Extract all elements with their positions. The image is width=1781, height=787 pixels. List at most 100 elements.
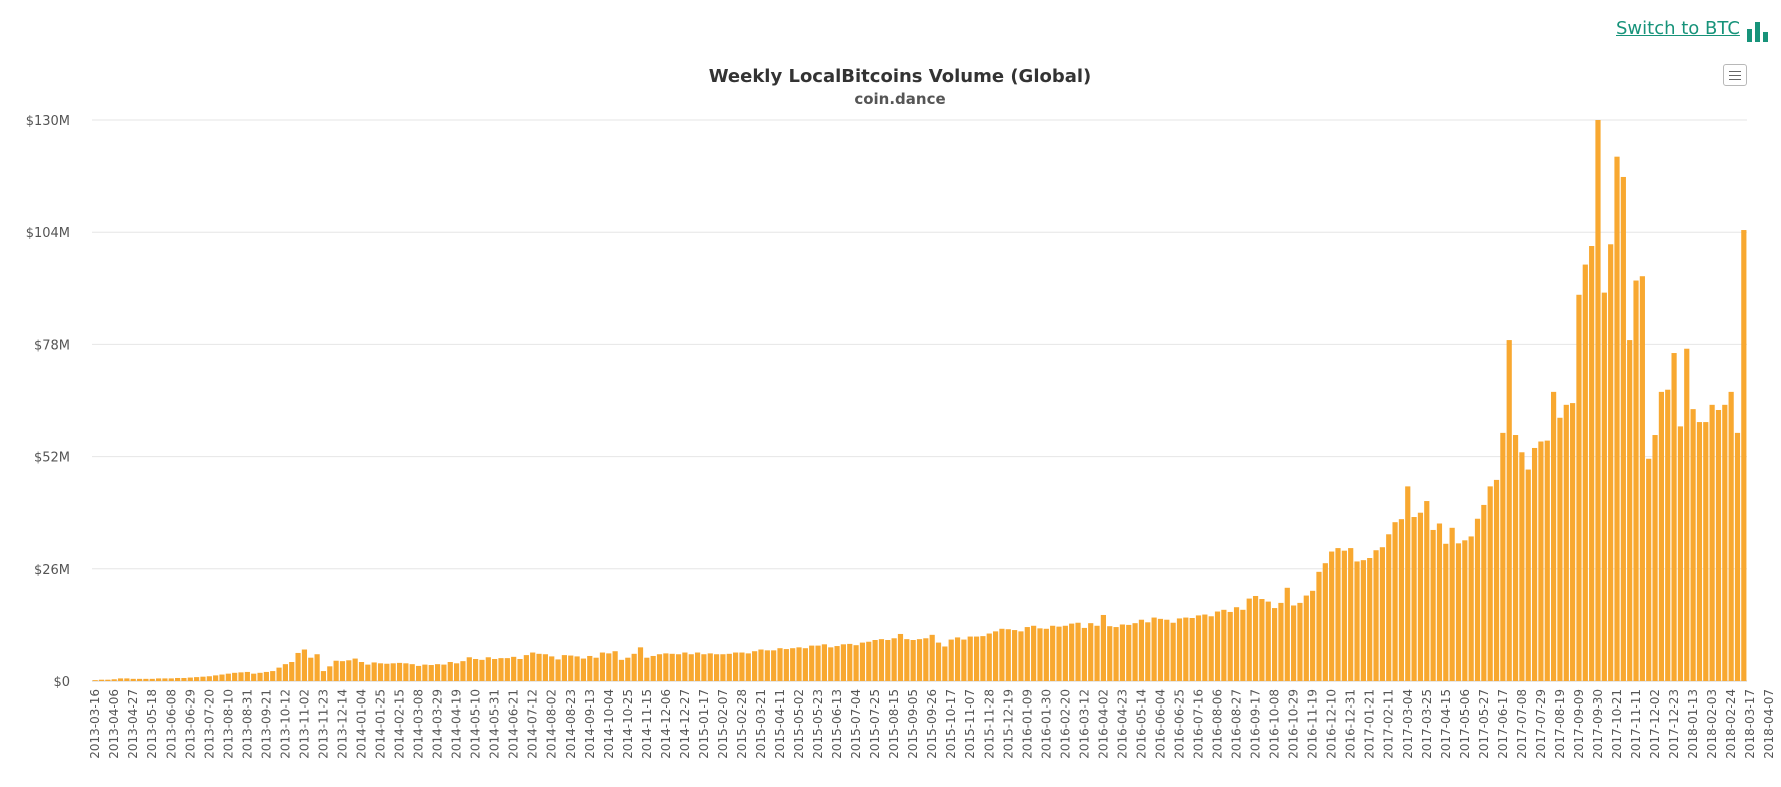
- bar[interactable]: [1538, 441, 1544, 682]
- bar[interactable]: [561, 655, 567, 681]
- bar[interactable]: [885, 640, 891, 681]
- bar[interactable]: [1208, 616, 1214, 681]
- bar[interactable]: [225, 673, 231, 681]
- bar[interactable]: [1284, 587, 1290, 681]
- bar[interactable]: [194, 677, 200, 681]
- bar[interactable]: [973, 636, 980, 681]
- bar[interactable]: [1677, 426, 1684, 681]
- bar[interactable]: [1430, 529, 1436, 681]
- bar[interactable]: [1138, 619, 1145, 681]
- bar[interactable]: [1367, 558, 1373, 681]
- bar[interactable]: [1665, 389, 1671, 681]
- bar[interactable]: [866, 641, 872, 681]
- bar[interactable]: [136, 678, 143, 681]
- bar[interactable]: [986, 633, 992, 681]
- bar[interactable]: [1348, 548, 1354, 681]
- bar[interactable]: [143, 678, 149, 681]
- bar[interactable]: [1088, 623, 1094, 681]
- bar[interactable]: [1176, 618, 1183, 681]
- bar[interactable]: [346, 660, 352, 681]
- bar[interactable]: [593, 657, 599, 681]
- bar[interactable]: [568, 655, 574, 681]
- bar[interactable]: [1703, 422, 1709, 681]
- bar[interactable]: [485, 657, 491, 681]
- bar[interactable]: [1291, 605, 1297, 681]
- bar[interactable]: [542, 654, 548, 681]
- bar[interactable]: [168, 678, 174, 681]
- bar[interactable]: [612, 651, 618, 681]
- bar[interactable]: [1157, 618, 1164, 681]
- bar[interactable]: [828, 647, 834, 681]
- bar[interactable]: [390, 663, 396, 681]
- bar[interactable]: [935, 642, 942, 681]
- bar[interactable]: [511, 656, 517, 681]
- bar[interactable]: [339, 661, 346, 681]
- bar[interactable]: [447, 662, 453, 681]
- bar[interactable]: [1189, 618, 1195, 681]
- bar[interactable]: [1303, 595, 1309, 681]
- bar[interactable]: [1126, 624, 1132, 681]
- bar[interactable]: [1360, 560, 1366, 681]
- bar[interactable]: [1379, 547, 1385, 681]
- bar[interactable]: [1164, 619, 1170, 681]
- bar[interactable]: [384, 663, 390, 681]
- bar[interactable]: [175, 677, 181, 681]
- bar[interactable]: [1462, 540, 1468, 681]
- bar[interactable]: [1202, 614, 1208, 681]
- bar[interactable]: [1246, 598, 1252, 681]
- bar[interactable]: [282, 664, 288, 681]
- bar[interactable]: [1443, 543, 1449, 681]
- bar[interactable]: [124, 678, 130, 681]
- bar[interactable]: [1468, 536, 1474, 681]
- bar[interactable]: [1329, 551, 1335, 681]
- bar[interactable]: [1690, 409, 1696, 681]
- bar[interactable]: [1582, 264, 1588, 681]
- bar[interactable]: [232, 672, 238, 681]
- bar[interactable]: [1398, 519, 1405, 681]
- bar[interactable]: [1715, 409, 1722, 681]
- bar[interactable]: [644, 657, 650, 681]
- bar[interactable]: [320, 671, 327, 681]
- bar[interactable]: [473, 658, 479, 681]
- bar[interactable]: [707, 653, 713, 681]
- bar[interactable]: [669, 653, 675, 681]
- bar[interactable]: [923, 638, 929, 681]
- bar[interactable]: [327, 666, 333, 681]
- bar[interactable]: [377, 663, 384, 681]
- bar[interactable]: [904, 639, 910, 681]
- bar[interactable]: [840, 644, 847, 681]
- bar[interactable]: [105, 679, 111, 681]
- bar[interactable]: [1119, 624, 1126, 681]
- bar[interactable]: [1506, 340, 1512, 681]
- bar[interactable]: [1195, 615, 1202, 681]
- bar[interactable]: [1512, 435, 1519, 681]
- bar[interactable]: [1633, 280, 1639, 681]
- bar[interactable]: [1259, 599, 1265, 681]
- bar[interactable]: [492, 658, 498, 681]
- bar[interactable]: [618, 659, 625, 681]
- bar[interactable]: [1050, 625, 1056, 681]
- bar[interactable]: [726, 653, 732, 681]
- bar[interactable]: [1487, 486, 1493, 681]
- bar[interactable]: [1658, 391, 1664, 681]
- bar[interactable]: [1031, 625, 1037, 681]
- bar[interactable]: [1316, 571, 1322, 681]
- bar[interactable]: [181, 677, 187, 681]
- bar[interactable]: [777, 648, 783, 681]
- bar[interactable]: [1576, 294, 1582, 681]
- bar[interactable]: [954, 637, 961, 681]
- bar[interactable]: [961, 639, 967, 681]
- bar[interactable]: [1386, 534, 1392, 681]
- bar[interactable]: [1252, 595, 1259, 681]
- bar[interactable]: [1107, 626, 1113, 681]
- bar[interactable]: [1728, 391, 1734, 681]
- bar[interactable]: [1500, 432, 1506, 681]
- bar[interactable]: [815, 645, 821, 681]
- bar[interactable]: [1424, 501, 1430, 681]
- bar[interactable]: [599, 652, 606, 681]
- bar[interactable]: [1005, 629, 1011, 681]
- bar[interactable]: [1151, 617, 1157, 681]
- bar[interactable]: [910, 640, 916, 681]
- switch-to-btc-link[interactable]: Switch to BTC: [1616, 18, 1740, 39]
- bar[interactable]: [809, 645, 815, 681]
